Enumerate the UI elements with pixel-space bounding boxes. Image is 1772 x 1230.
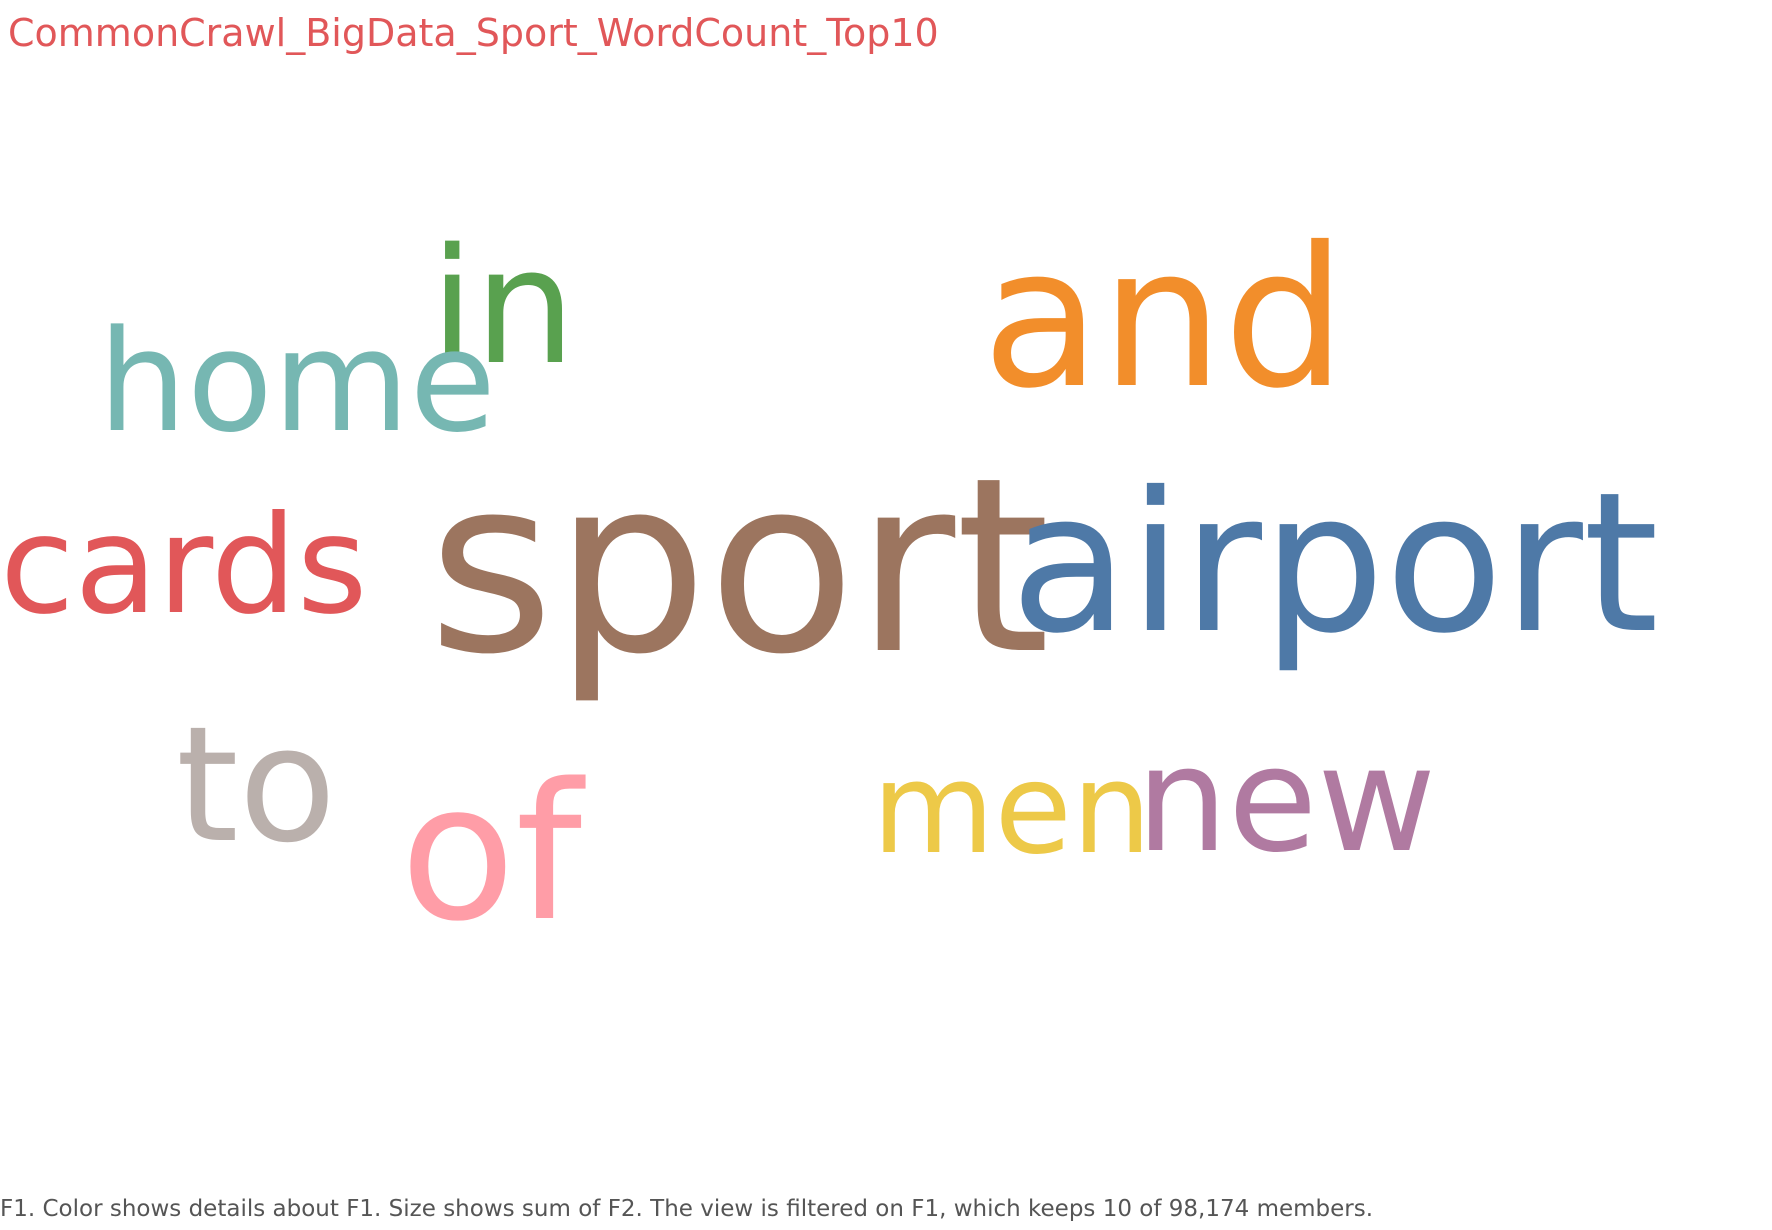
caption-footnote: F1. Color shows details about F1. Size s…	[0, 1196, 1374, 1222]
word-to[interactable]: to	[176, 692, 336, 878]
word-sport[interactable]: sport	[428, 426, 1050, 708]
sheet-title: CommonCrawl_BigData_Sport_WordCount_Top1…	[8, 11, 939, 55]
word-airport[interactable]: airport	[1010, 450, 1659, 676]
word-of[interactable]: of	[400, 743, 587, 963]
word-men[interactable]: men	[872, 735, 1152, 882]
word-new[interactable]: new	[1136, 716, 1436, 885]
word-and[interactable]: and	[982, 205, 1346, 431]
word-cards[interactable]: cards	[0, 486, 367, 644]
word-in[interactable]: in	[430, 214, 576, 400]
word-home[interactable]: home	[98, 301, 496, 464]
